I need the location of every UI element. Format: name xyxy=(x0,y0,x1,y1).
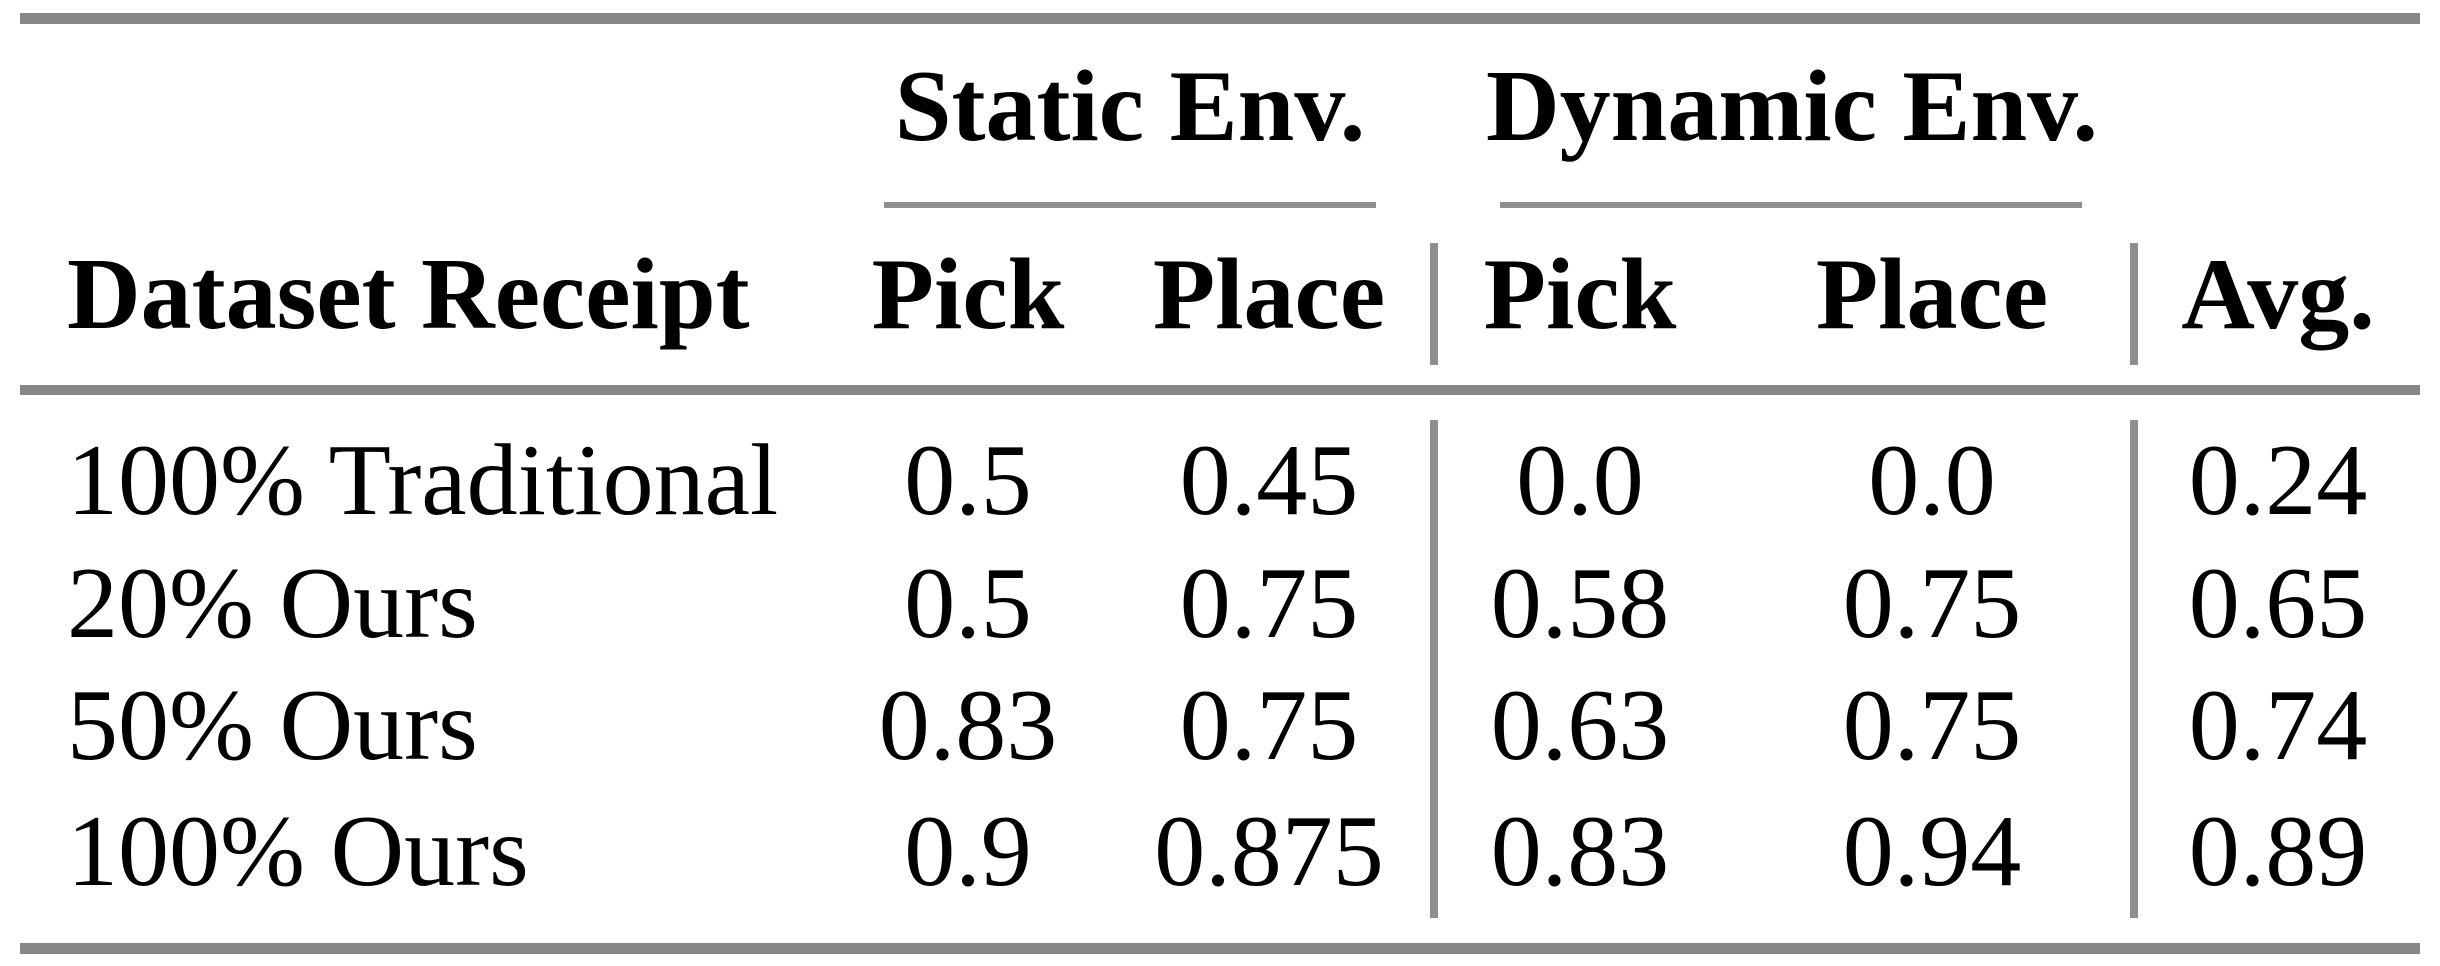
static-env-underline xyxy=(884,202,1376,208)
table-mid-rule xyxy=(20,385,2420,395)
dynamic-env-underline xyxy=(1500,202,2082,208)
cell-dynamic-place: 0.0 xyxy=(1868,424,1996,537)
cell-avg: 0.89 xyxy=(2188,795,2368,908)
cell-static-place: 0.75 xyxy=(1179,547,1359,660)
cell-dynamic-pick: 0.63 xyxy=(1490,669,1670,782)
row-label: 20% Ours xyxy=(67,547,478,660)
column-separator xyxy=(1430,243,1438,365)
cell-static-pick: 0.83 xyxy=(878,669,1058,782)
row-label: 100% Traditional xyxy=(67,424,779,537)
cell-static-pick: 0.5 xyxy=(904,547,1032,660)
cell-dynamic-place: 0.94 xyxy=(1842,795,2022,908)
column-separator xyxy=(1430,420,1438,918)
column-separator xyxy=(2130,243,2138,365)
cell-static-pick: 0.5 xyxy=(904,424,1032,537)
cell-static-place: 0.75 xyxy=(1179,669,1359,782)
column-header-static-pick: Pick xyxy=(871,238,1065,351)
cell-dynamic-pick: 0.58 xyxy=(1490,547,1670,660)
cell-dynamic-place: 0.75 xyxy=(1842,669,2022,782)
group-header-static-env: Static Env. xyxy=(894,50,1366,163)
column-header-dynamic-place: Place xyxy=(1815,238,2049,351)
table-bottom-rule xyxy=(20,943,2420,954)
cell-avg: 0.24 xyxy=(2188,424,2368,537)
column-header-dataset-receipt: Dataset Receipt xyxy=(67,238,750,351)
cell-static-pick: 0.9 xyxy=(904,795,1032,908)
cell-avg: 0.74 xyxy=(2188,669,2368,782)
column-header-static-place: Place xyxy=(1152,238,1386,351)
cell-dynamic-pick: 0.83 xyxy=(1490,795,1670,908)
cell-dynamic-place: 0.75 xyxy=(1842,547,2022,660)
table-top-rule xyxy=(20,13,2420,24)
column-separator xyxy=(2130,420,2138,918)
row-label: 50% Ours xyxy=(67,669,478,782)
cell-dynamic-pick: 0.0 xyxy=(1516,424,1644,537)
column-header-dynamic-pick: Pick xyxy=(1483,238,1677,351)
row-label: 100% Ours xyxy=(67,795,529,908)
cell-avg: 0.65 xyxy=(2188,547,2368,660)
group-header-dynamic-env: Dynamic Env. xyxy=(1485,50,2099,163)
cell-static-place: 0.875 xyxy=(1154,795,1384,908)
column-header-avg: Avg. xyxy=(2181,238,2375,351)
cell-static-place: 0.45 xyxy=(1179,424,1359,537)
